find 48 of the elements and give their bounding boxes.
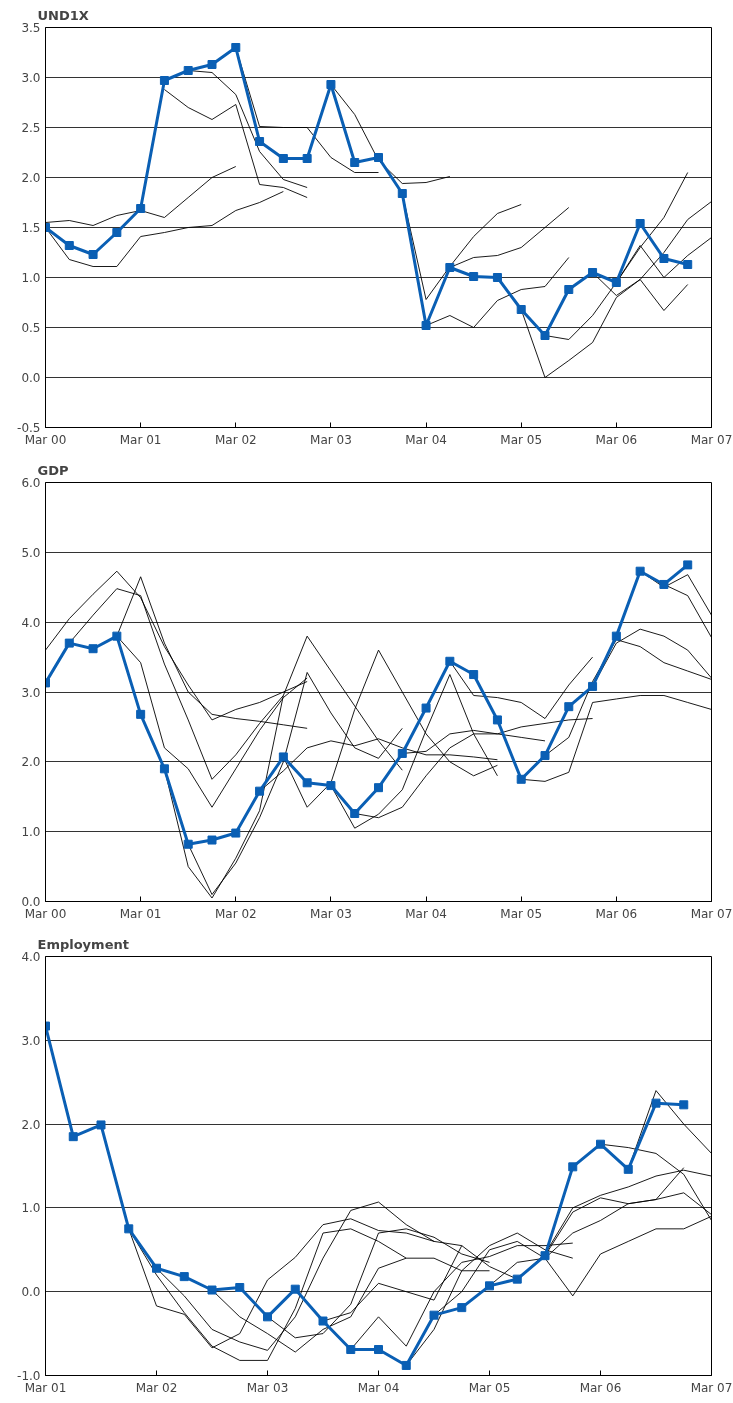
y-tick-label: 3.0 [21,1033,41,1048]
x-tick-label: Mar 03 [310,432,352,447]
y-tick-label: 2.0 [21,755,41,770]
x-tick-label: Mar 05 [500,432,543,447]
y-tick-label: 0.0 [21,895,41,909]
x-tick-label: Mar 03 [310,906,352,921]
y-tick-label: 5.0 [21,545,41,560]
y-tick-label: 0.5 [21,321,41,335]
x-tick-label: Mar 06 [595,906,638,921]
y-tick-label: -0.5 [17,421,41,435]
y-tick-label: 4.0 [21,950,41,964]
x-tick-label: Mar 06 [595,432,638,447]
x-tick-label: Mar 02 [135,1380,178,1395]
x-tick-label: Mar 04 [405,906,447,921]
x-tick-label: Mar 02 [214,432,257,447]
x-tick-label: Mar 07 [690,1380,733,1395]
x-tick-label: Mar 04 [357,1380,400,1395]
x-tick-label: Mar 01 [119,432,162,447]
chart-title: Employment [37,936,129,952]
x-tick-label: Mar 02 [214,906,257,921]
x-tick-label: Mar 05 [500,906,543,921]
x-tick-label: Mar 07 [690,906,733,921]
y-tick-label: 3.0 [21,71,41,85]
y-tick-label: 0.0 [21,1285,41,1300]
y-tick-label: 2.0 [21,1117,41,1132]
x-tick-label: Mar 03 [246,1380,289,1395]
x-tick-label: Mar 01 [119,906,162,921]
x-tick-label: Mar 01 [24,1380,67,1395]
y-tick-label: 1.0 [21,825,41,840]
x-tick-label: Mar 07 [690,432,733,447]
y-tick-label: 3.5 [21,21,41,35]
y-tick-label: 2.5 [21,121,41,135]
x-tick-label: Mar 05 [468,1380,511,1395]
x-tick-label: Mar 00 [24,906,67,921]
y-tick-label: 1.0 [21,1201,41,1216]
y-tick-label: 0.0 [21,371,41,385]
x-tick-label: Mar 00 [24,432,67,447]
chart-title: GDP [37,462,69,478]
y-tick-label: 1.5 [21,221,41,235]
y-tick-label: 6.0 [21,476,41,490]
y-tick-label: 1.0 [21,271,41,285]
y-tick-label: -1.0 [17,1369,41,1383]
y-tick-label: 2.0 [21,171,41,185]
y-tick-label: 3.0 [21,685,41,700]
y-tick-label: 4.0 [21,615,41,630]
chart-title: UND1X [37,7,89,23]
x-tick-label: Mar 06 [579,1380,622,1395]
x-tick-label: Mar 04 [405,432,447,447]
